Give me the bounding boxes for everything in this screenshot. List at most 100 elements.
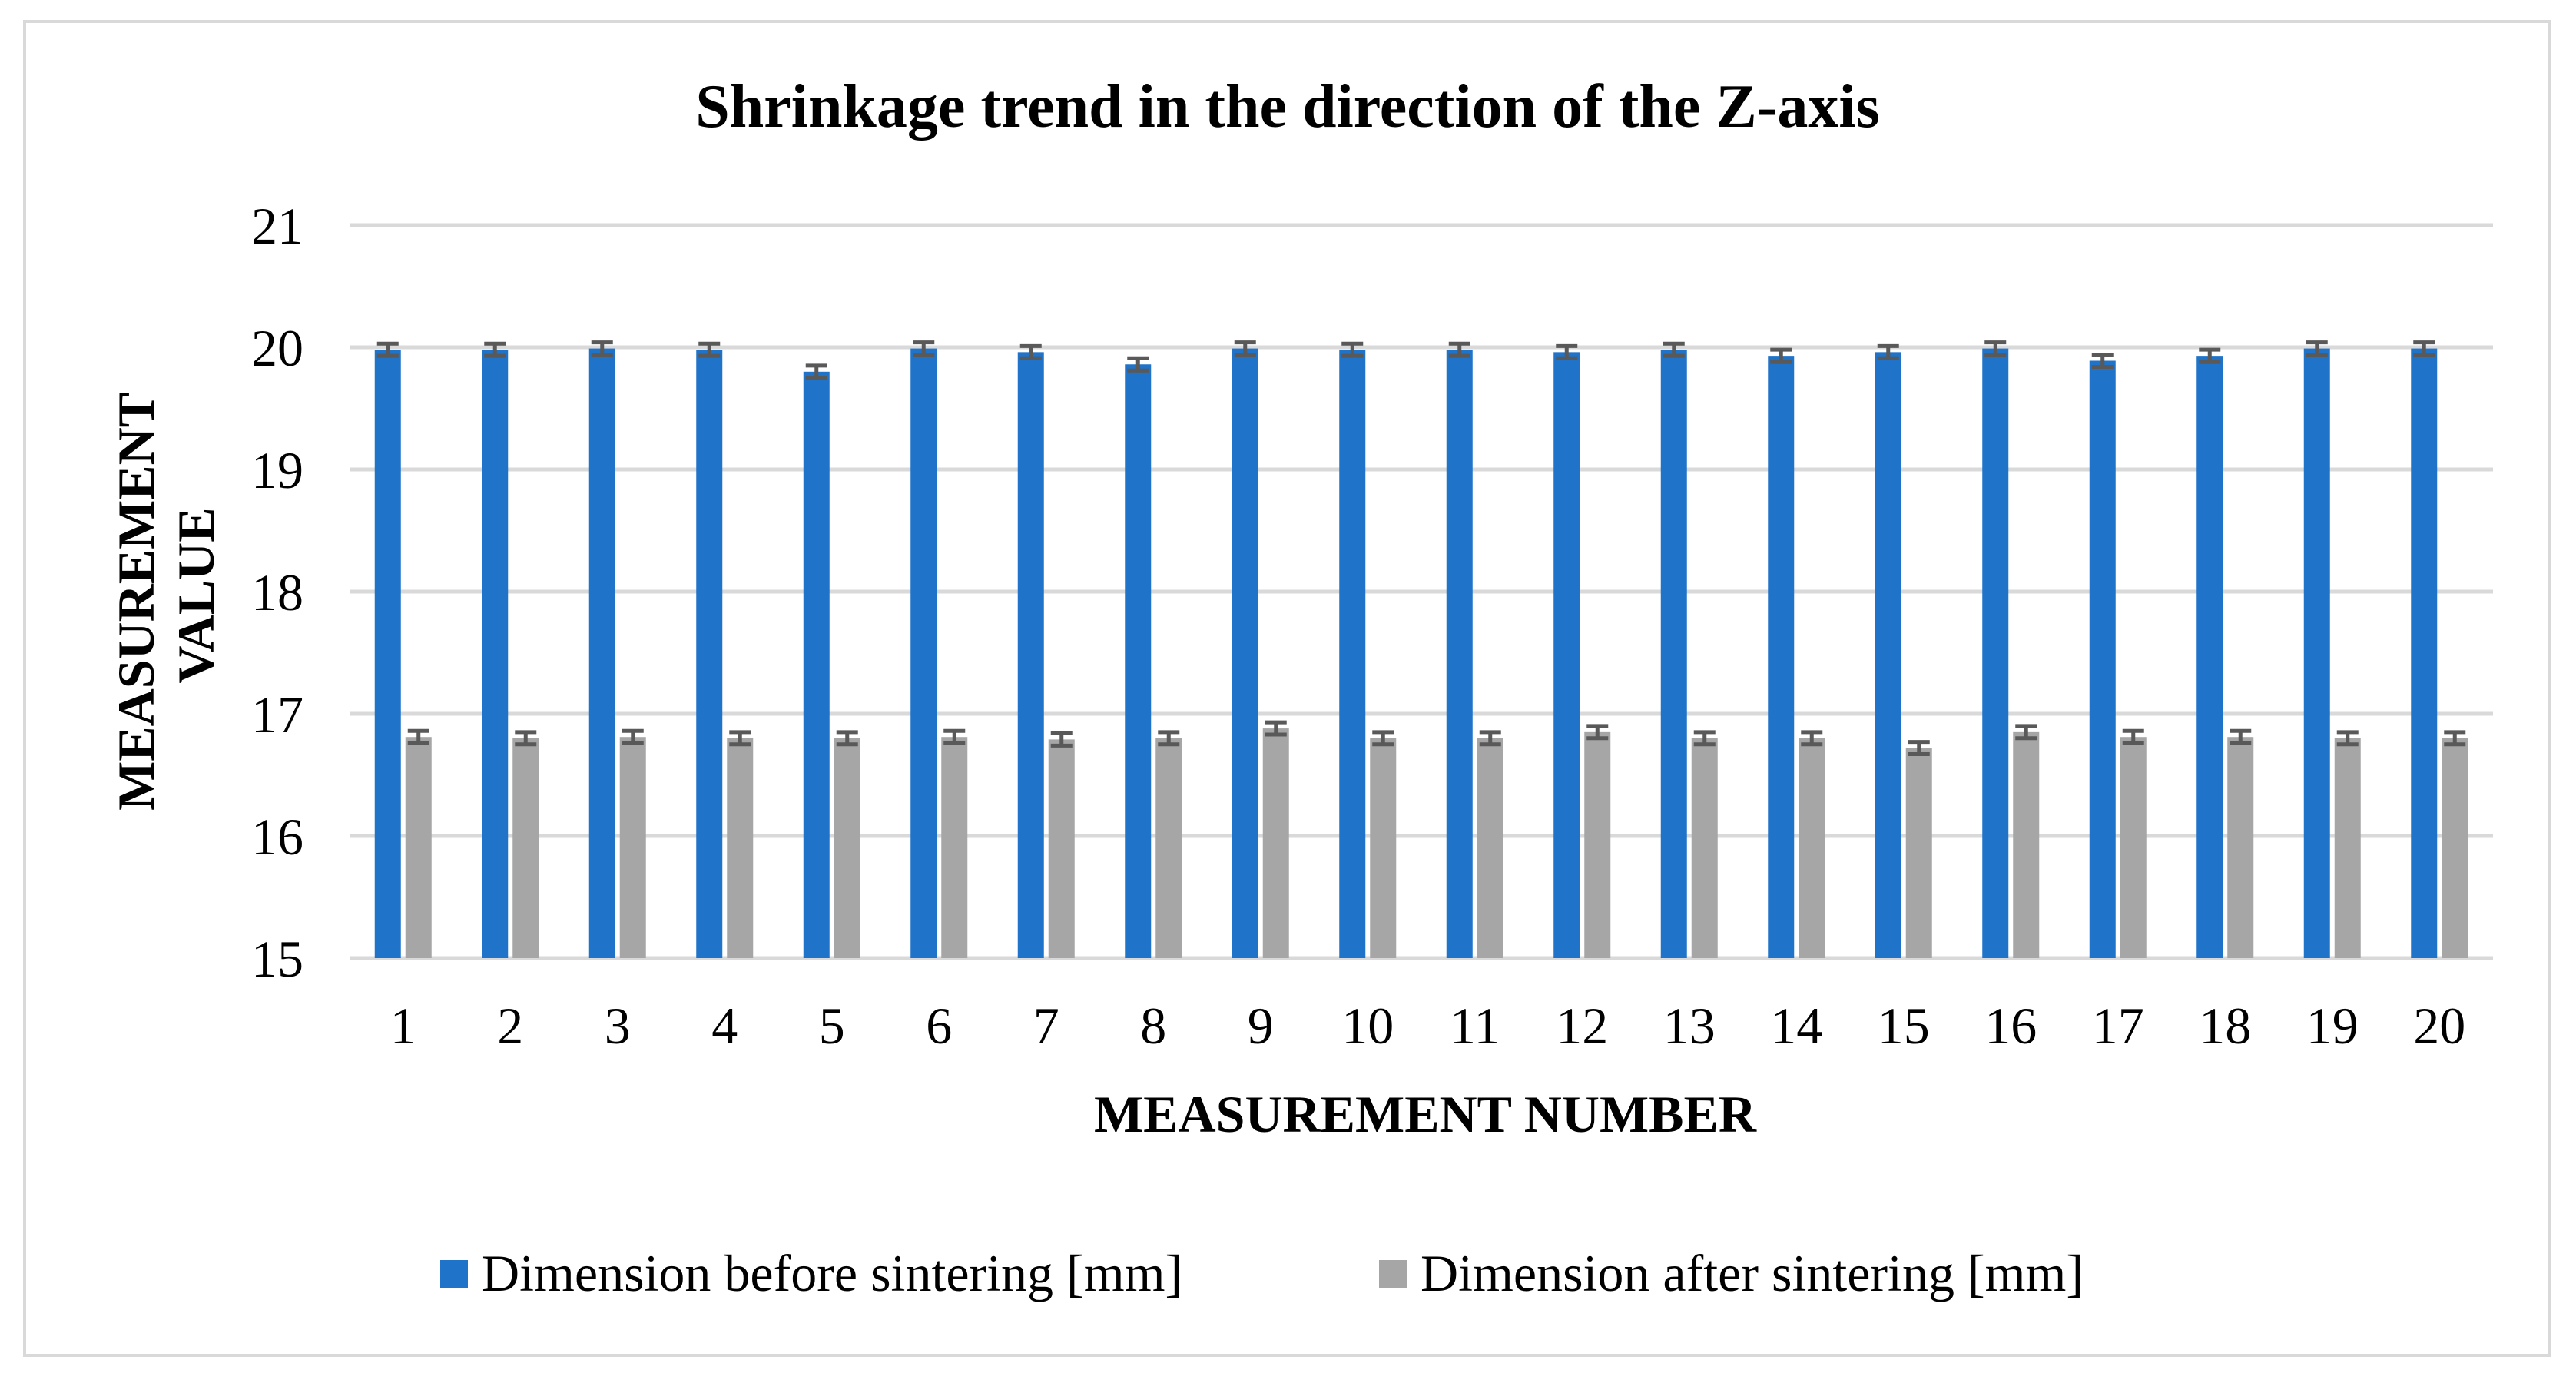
chart-frame xyxy=(23,20,2551,1357)
bar-before-4 xyxy=(696,350,723,958)
bar-after-7 xyxy=(1048,739,1075,958)
error-bar-before-20 xyxy=(2413,340,2435,357)
y-tick-label: 18 xyxy=(251,563,303,622)
error-bar-before-2 xyxy=(484,341,506,358)
error-bar-after-3 xyxy=(622,728,644,745)
x-axis-ticks: 1 2 3 4 5 6 7 8 9 10 11 12 13 14 15 16 17 18 19 20 xyxy=(390,997,2466,1055)
x-tick-label: 5 xyxy=(819,997,845,1055)
x-tick-label: 18 xyxy=(2199,997,2251,1055)
bar-before-7 xyxy=(1017,352,1044,958)
gridlines xyxy=(350,223,2493,960)
x-axis-title: MEASUREMENT NUMBER xyxy=(1094,1085,1757,1143)
y-axis-title: MEASUREMENT VALUE xyxy=(107,380,225,811)
y-axis-title-line-1: MEASUREMENT xyxy=(107,393,165,811)
bar-before-2 xyxy=(482,350,509,958)
error-bar-before-9 xyxy=(1234,340,1256,357)
bar-before-16 xyxy=(1982,348,2009,959)
x-tick-label: 19 xyxy=(2306,997,2359,1055)
legend: Dimension before sintering [mm] Dimensio… xyxy=(440,1244,2084,1302)
error-bar-after-16 xyxy=(2015,724,2037,741)
bar-after-6 xyxy=(941,737,968,958)
x-tick-label: 20 xyxy=(2413,997,2465,1055)
bar-after-11 xyxy=(1477,738,1503,958)
y-tick-label: 15 xyxy=(251,930,303,988)
error-bar-after-12 xyxy=(1586,724,1609,741)
bar-after-15 xyxy=(1905,748,1932,958)
error-bar-after-1 xyxy=(407,728,429,745)
x-tick-label: 12 xyxy=(1556,997,1608,1055)
bar-before-12 xyxy=(1553,352,1580,958)
bar-before-10 xyxy=(1339,350,1366,958)
bar-after-9 xyxy=(1262,728,1289,958)
x-tick-label: 8 xyxy=(1140,997,1166,1055)
error-bar-after-6 xyxy=(943,728,966,745)
error-bar-before-14 xyxy=(1770,347,1792,364)
error-bar-after-19 xyxy=(2336,730,2359,747)
legend-swatch-before xyxy=(440,1260,468,1288)
bar-before-1 xyxy=(374,350,401,958)
x-tick-label: 6 xyxy=(926,997,952,1055)
x-tick-label: 10 xyxy=(1341,997,1394,1055)
bar-after-17 xyxy=(2120,737,2147,958)
bar-after-13 xyxy=(1691,738,1718,958)
error-bar-before-6 xyxy=(913,340,935,357)
error-bars xyxy=(376,340,2466,756)
bar-after-14 xyxy=(1799,738,1825,958)
error-bar-before-12 xyxy=(1556,343,1578,360)
x-tick-label: 4 xyxy=(711,997,738,1055)
error-bar-after-10 xyxy=(1372,730,1394,747)
bar-after-10 xyxy=(1370,738,1397,958)
bar-after-18 xyxy=(2227,737,2254,958)
error-bar-after-14 xyxy=(1801,730,1823,747)
x-tick-label: 15 xyxy=(1878,997,1930,1055)
error-bar-after-17 xyxy=(2122,728,2144,745)
error-bar-before-13 xyxy=(1663,341,1685,358)
x-tick-label: 13 xyxy=(1663,997,1716,1055)
y-tick-label: 20 xyxy=(251,319,303,377)
x-tick-label: 17 xyxy=(2092,997,2144,1055)
error-bar-before-17 xyxy=(2091,353,2114,369)
error-bar-after-11 xyxy=(1479,730,1501,747)
error-bar-after-8 xyxy=(1158,730,1180,747)
bar-before-17 xyxy=(2089,360,2116,958)
bar-after-16 xyxy=(2013,731,2040,958)
bar-after-4 xyxy=(727,738,754,958)
bar-before-19 xyxy=(2303,348,2330,959)
error-bar-after-5 xyxy=(836,730,858,747)
error-bar-after-18 xyxy=(2230,728,2252,745)
error-bar-before-19 xyxy=(2306,340,2328,357)
y-axis-ticks: 15 16 17 18 19 20 21 xyxy=(251,197,303,988)
error-bar-after-4 xyxy=(729,730,751,747)
error-bar-before-5 xyxy=(805,363,827,380)
error-bar-after-2 xyxy=(515,730,537,747)
bar-before-6 xyxy=(910,348,937,959)
x-tick-label: 11 xyxy=(1450,997,1500,1055)
x-tick-label: 2 xyxy=(497,997,523,1055)
chart-title: Shrinkage trend in the direction of the … xyxy=(695,73,1880,141)
bar-before-11 xyxy=(1446,350,1473,958)
x-tick-label: 14 xyxy=(1770,997,1822,1055)
error-bar-after-13 xyxy=(1693,730,1716,747)
legend-label-before: Dimension before sintering [mm] xyxy=(482,1244,1182,1302)
bar-before-14 xyxy=(1768,356,1795,958)
error-bar-before-3 xyxy=(591,340,613,357)
bar-after-8 xyxy=(1155,738,1182,958)
error-bar-before-4 xyxy=(698,341,721,358)
bar-before-3 xyxy=(588,348,615,959)
error-bar-before-16 xyxy=(1984,340,2007,357)
y-tick-label: 16 xyxy=(251,808,303,866)
error-bar-after-20 xyxy=(2444,730,2466,747)
bars xyxy=(374,348,2468,959)
x-tick-label: 16 xyxy=(1984,997,2037,1055)
error-bar-before-15 xyxy=(1877,343,1899,360)
error-bar-after-15 xyxy=(1908,740,1930,756)
y-tick-label: 17 xyxy=(251,685,303,744)
bar-after-20 xyxy=(2442,738,2468,958)
bar-after-2 xyxy=(512,738,539,958)
bar-before-8 xyxy=(1125,364,1152,958)
bar-before-13 xyxy=(1660,350,1687,958)
error-bar-before-7 xyxy=(1019,343,1042,360)
x-tick-label: 9 xyxy=(1248,997,1274,1055)
error-bar-after-7 xyxy=(1050,731,1073,748)
